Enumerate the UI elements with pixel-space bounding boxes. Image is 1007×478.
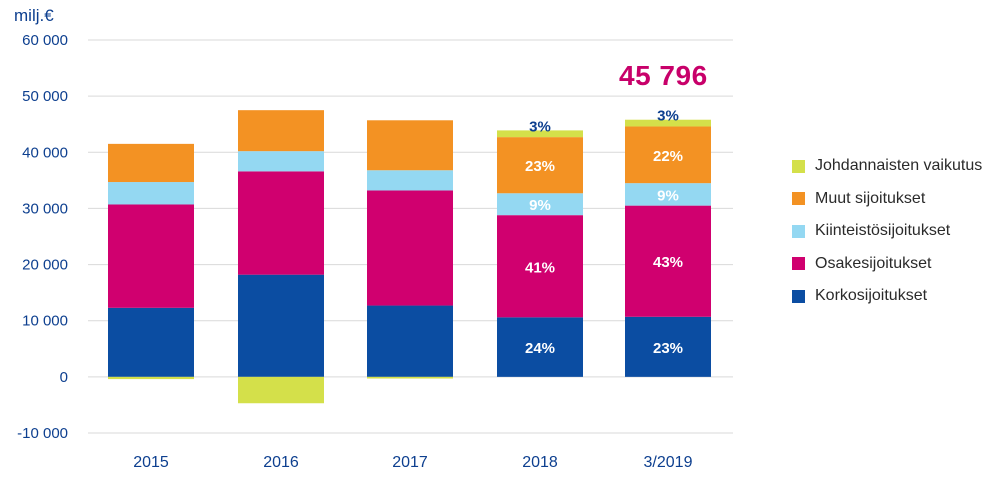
- bar-segment: [238, 274, 324, 377]
- bar-segment: [108, 204, 194, 308]
- legend-label: Johdannaisten vaikutus: [815, 157, 983, 175]
- x-tick-label: 2018: [522, 454, 558, 471]
- bar-segment: [108, 182, 194, 205]
- bar-segment: [497, 193, 583, 216]
- legend-swatch: [792, 192, 805, 206]
- segment-percent-label: 23%: [525, 158, 555, 175]
- y-tick-label: 20 000: [22, 257, 68, 274]
- x-tick-label: 2017: [392, 454, 428, 471]
- legend-swatch: [792, 289, 805, 303]
- total-value-annotation: 45 796: [619, 60, 708, 91]
- legend-label: Muut sijoitukset: [815, 189, 926, 207]
- bar-segment: [108, 307, 194, 377]
- legend-label: Kiinteistösijoitukset: [815, 222, 951, 240]
- y-tick-label: 40 000: [22, 144, 68, 161]
- bar-segment: [367, 120, 453, 171]
- segment-percent-label: 22%: [653, 148, 683, 165]
- bar-segment: [625, 316, 711, 377]
- legend-item: Johdannaisten vaikutus: [792, 150, 982, 183]
- bar-segment: [367, 190, 453, 306]
- y-tick-label: -10 000: [17, 425, 68, 442]
- bar-segment: [108, 143, 194, 183]
- legend-item: Korkosijoitukset: [792, 280, 982, 313]
- legend-item: Osakesijoitukset: [792, 248, 982, 281]
- y-tick-label: 50 000: [22, 88, 68, 105]
- bar-segment: [625, 205, 711, 317]
- bar-segment: [238, 376, 324, 404]
- segment-percent-label: 41%: [525, 259, 555, 276]
- bar-segment: [625, 126, 711, 184]
- legend-item: Muut sijoitukset: [792, 183, 982, 216]
- bar-segment: [497, 130, 583, 138]
- segment-percent-label: 24%: [525, 340, 555, 357]
- bar-segment: [238, 110, 324, 152]
- bar-segment: [238, 171, 324, 275]
- segment-percent-label: 3%: [657, 108, 679, 125]
- segment-percent-label: 9%: [657, 187, 679, 204]
- bar-segment: [367, 170, 453, 191]
- bar-segment: [108, 376, 194, 380]
- bar-segment: [238, 151, 324, 172]
- bar-segment: [497, 317, 583, 377]
- y-tick-label: 60 000: [22, 32, 68, 49]
- segment-percent-label: 3%: [529, 118, 551, 135]
- legend-swatch: [792, 224, 805, 238]
- x-tick-label: 2016: [263, 454, 299, 471]
- bar-segment: [367, 376, 453, 379]
- x-tick-label: 3/2019: [644, 454, 693, 471]
- bar-segment: [367, 305, 453, 377]
- bar-segment: [625, 183, 711, 206]
- y-tick-label: 10 000: [22, 313, 68, 330]
- legend-label: Osakesijoitukset: [815, 254, 932, 272]
- bar-segment: [497, 215, 583, 318]
- legend-item: Kiinteistösijoitukset: [792, 215, 982, 248]
- y-axis-unit-label: milj.€: [14, 6, 54, 25]
- legend-swatch: [792, 159, 805, 173]
- segment-percent-label: 43%: [653, 254, 683, 271]
- legend-label: Korkosijoitukset: [815, 287, 928, 305]
- legend-swatch: [792, 257, 805, 271]
- chart-legend: Johdannaisten vaikutus Muut sijoitukset Ki…: [792, 150, 982, 313]
- y-tick-label: 30 000: [22, 200, 68, 217]
- y-tick-label: 0: [60, 369, 68, 386]
- x-tick-label: 2015: [133, 454, 169, 471]
- bar-segment: [497, 137, 583, 194]
- bar-segment: [625, 119, 711, 127]
- segment-percent-label: 9%: [529, 197, 551, 214]
- segment-percent-label: 23%: [653, 340, 683, 357]
